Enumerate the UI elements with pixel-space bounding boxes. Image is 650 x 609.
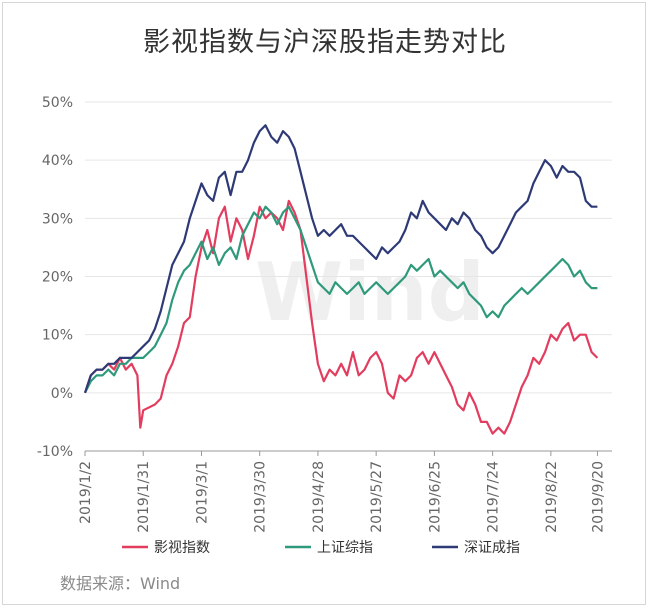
source-note: 数据来源：Wind xyxy=(60,574,181,593)
series-line-深证成指 xyxy=(83,124,598,394)
x-tick-label: 2019/1/31 xyxy=(136,461,152,533)
y-tick-label: 0% xyxy=(51,386,73,402)
legend-label: 影视指数 xyxy=(154,540,210,556)
series-line-上证综指 xyxy=(84,205,598,394)
x-axis: 2019/1/2 2019/1/31 2019/3/1 2019/3/30 2019/4… xyxy=(78,450,612,533)
chart-title: 影视指数与沪深股指走势对比 xyxy=(143,27,507,58)
x-tick-label: 2019/4/28 xyxy=(311,461,327,533)
y-axis-ticks: -10% 0% 10% 20% 30% 40% 50% xyxy=(37,95,73,460)
gridlines xyxy=(85,101,612,452)
y-tick-label: -10% xyxy=(37,444,73,460)
legend-label: 上证综指 xyxy=(317,540,373,556)
x-tick-label: 2019/9/20 xyxy=(590,461,606,533)
watermark: Wind xyxy=(255,246,485,339)
y-tick-label: 50% xyxy=(42,95,73,111)
series-lines xyxy=(83,124,599,435)
x-tick-label: 2019/3/1 xyxy=(194,461,210,524)
y-tick-label: 10% xyxy=(42,328,73,344)
x-tick-label: 2019/8/22 xyxy=(544,461,560,533)
legend: 影视指数 上证综指 深证成指 xyxy=(122,540,520,556)
y-tick-label: 40% xyxy=(42,153,73,169)
y-tick-label: 20% xyxy=(42,270,73,286)
x-tick-label: 2019/3/30 xyxy=(253,461,269,533)
y-tick-label: 30% xyxy=(42,211,73,227)
x-tick-label: 2019/6/25 xyxy=(427,461,443,533)
x-tick-label: 2019/1/2 xyxy=(78,461,94,524)
x-tick-label: 2019/5/27 xyxy=(369,461,385,533)
x-tick-label: 2019/7/24 xyxy=(486,461,502,533)
series-line-影视指数 xyxy=(83,199,599,435)
legend-label: 深证成指 xyxy=(464,540,520,556)
